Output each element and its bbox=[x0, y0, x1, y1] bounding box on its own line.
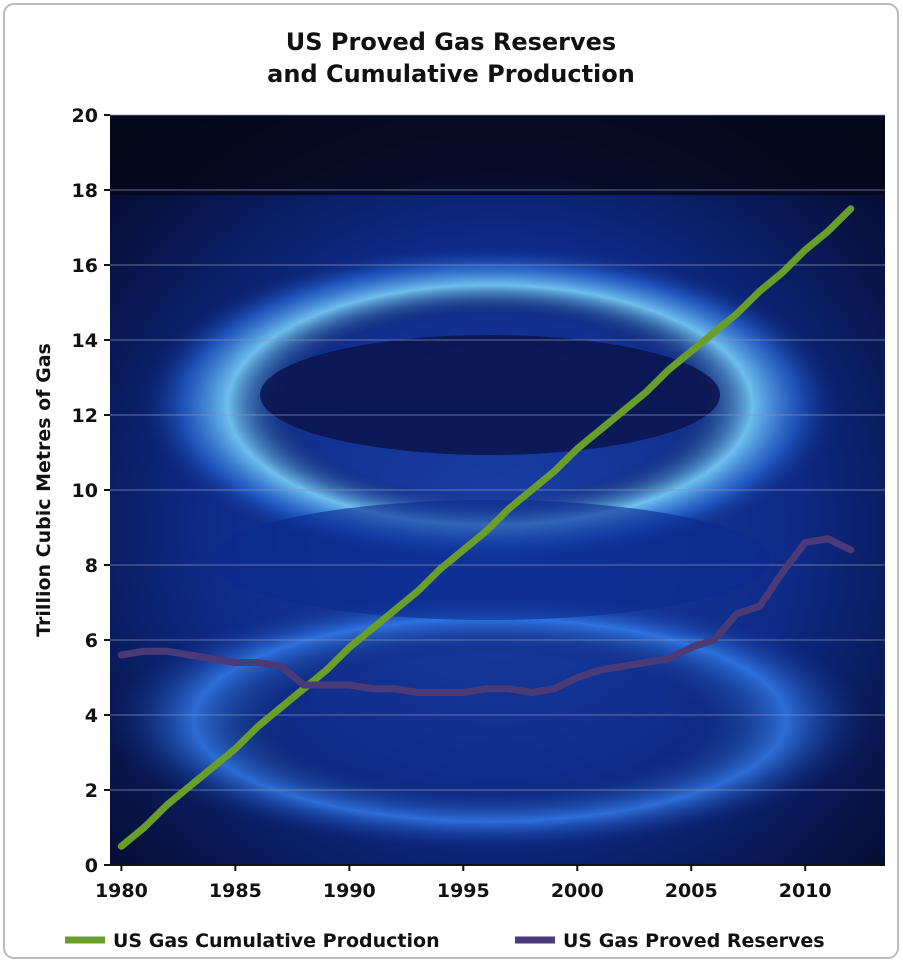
x-tick-label: 2000 bbox=[551, 880, 604, 902]
x-tick-label: 2010 bbox=[779, 880, 832, 902]
y-tick-label: 8 bbox=[85, 555, 98, 577]
y-tick-label: 16 bbox=[72, 255, 98, 277]
chart: US Proved Gas Reserves and Cumulative Pr… bbox=[0, 0, 903, 962]
y-tick-label: 4 bbox=[85, 705, 98, 727]
chart-title: US Proved Gas Reserves bbox=[286, 28, 616, 56]
y-tick-label: 10 bbox=[72, 480, 98, 502]
x-tick-label: 1990 bbox=[323, 880, 376, 902]
y-tick-label: 14 bbox=[72, 330, 98, 352]
x-tick-label: 1985 bbox=[209, 880, 262, 902]
y-tick-label: 6 bbox=[85, 630, 98, 652]
y-axis-label: Trillion Cubic Metres of Gas bbox=[33, 343, 55, 637]
y-tick-label: 0 bbox=[85, 855, 98, 877]
y-tick-label: 20 bbox=[72, 105, 98, 127]
y-tick-label: 2 bbox=[85, 780, 98, 802]
legend-label: US Gas Proved Reserves bbox=[563, 930, 825, 952]
y-tick-label: 12 bbox=[72, 405, 98, 427]
y-tick-label: 18 bbox=[72, 180, 98, 202]
x-tick-label: 2005 bbox=[665, 880, 718, 902]
x-tick-label: 1980 bbox=[95, 880, 148, 902]
chart-subtitle: and Cumulative Production bbox=[267, 60, 635, 88]
x-tick-label: 1995 bbox=[437, 880, 490, 902]
legend-label: US Gas Cumulative Production bbox=[113, 930, 440, 952]
